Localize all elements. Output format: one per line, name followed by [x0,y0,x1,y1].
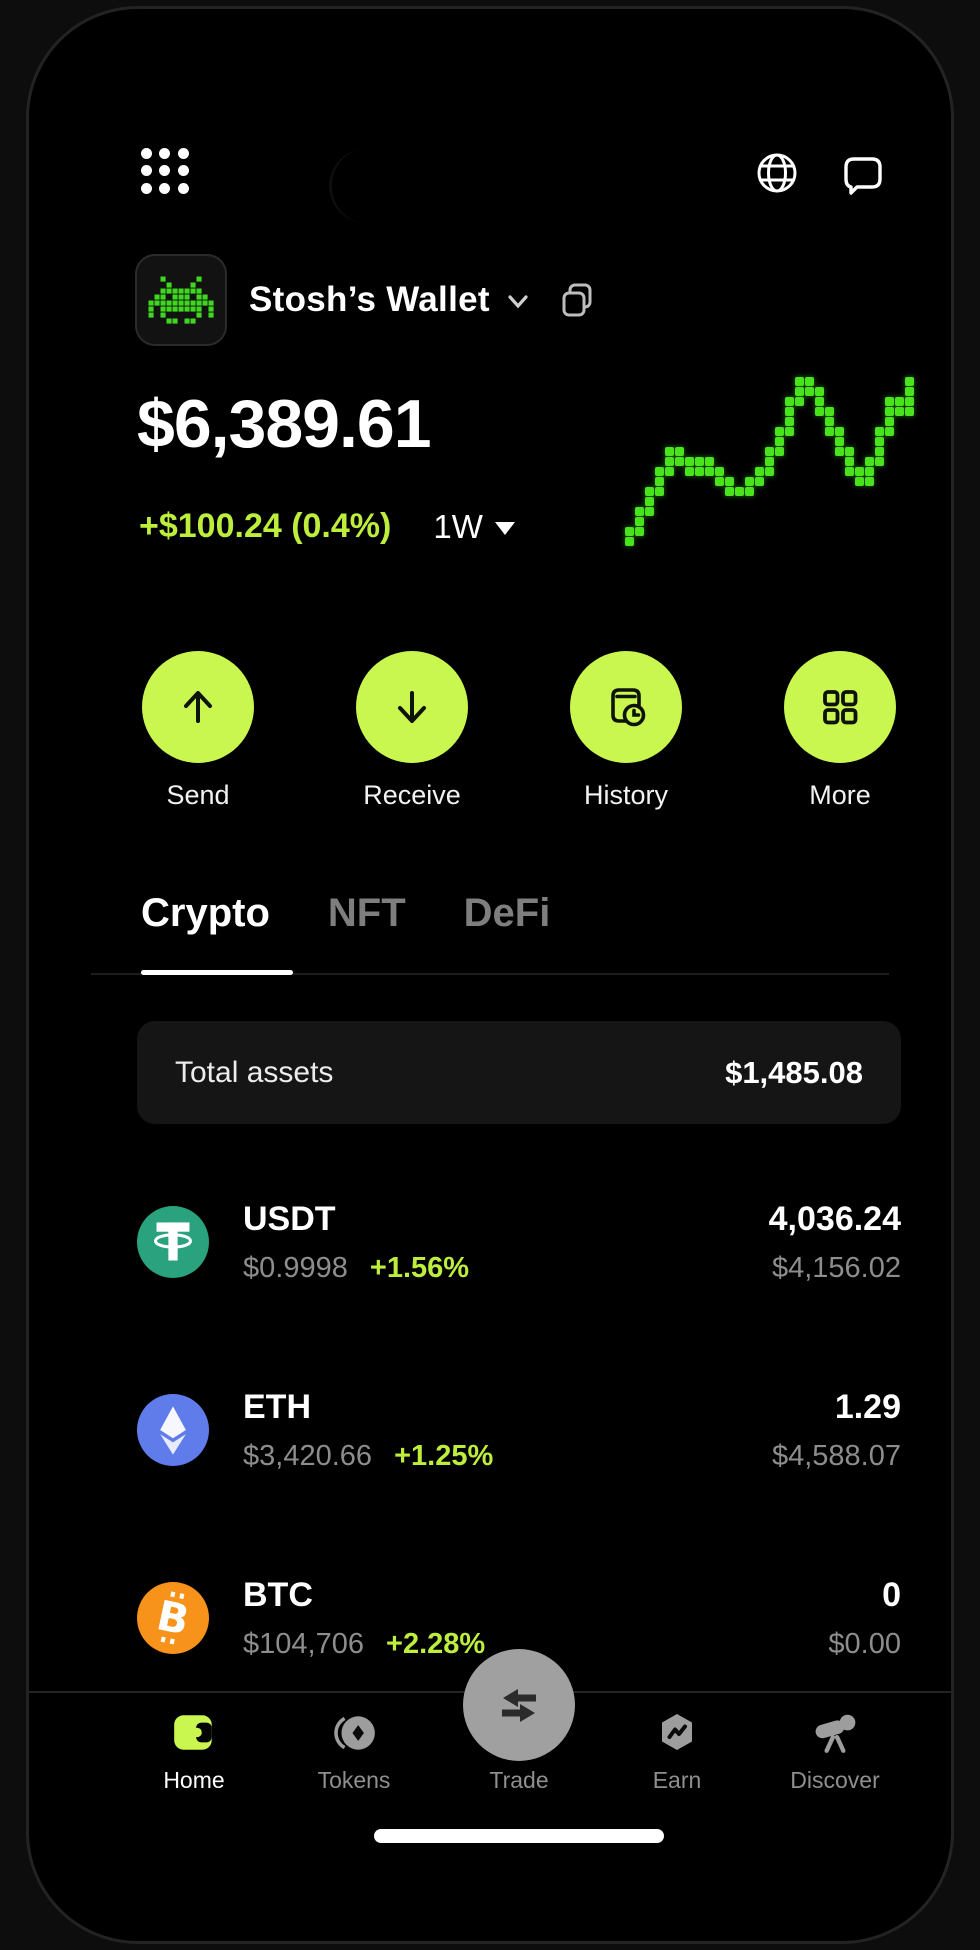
nav-earn[interactable]: Earn [607,1707,747,1794]
token-change: +1.25% [394,1439,494,1472]
tab-defi[interactable]: DeFi [463,891,551,935]
history-button[interactable]: History [561,651,691,811]
nav-home-label: Home [163,1767,225,1793]
total-assets-label: Total assets [175,1055,334,1089]
token-amount: 0 [882,1575,901,1614]
coin-tokens-icon [284,1707,424,1759]
chevron-down-icon [506,292,530,315]
token-amount: 1.29 [834,1387,901,1426]
active-tab-underline [141,970,293,975]
menu-grid-button[interactable] [137,145,193,197]
nav-trade[interactable]: Trade [449,1707,589,1794]
token-row-eth[interactable]: ETH $3,420.66 +1.25% 1.29 $4,588.07 [137,1355,901,1505]
wallet-selector[interactable]: Stosh’s Wallet [135,253,598,347]
camera-cutout [329,149,403,223]
usdt-icon [137,1206,209,1278]
send-label: Send [166,780,230,810]
nav-discover[interactable]: Discover [765,1707,905,1794]
token-change: +2.28% [386,1627,486,1660]
earn-hexagon-icon [607,1707,747,1759]
receive-label: Receive [363,780,461,810]
nav-discover-label: Discover [790,1767,880,1793]
token-amount: 4,036.24 [768,1199,901,1238]
token-price: $104,706 [243,1627,364,1660]
receive-button[interactable]: Receive [347,651,477,811]
space-invader-icon [148,276,214,324]
token-symbol: BTC [243,1575,313,1614]
total-assets-value: $1,485.08 [725,1054,863,1090]
trade-button[interactable] [463,1649,575,1761]
caret-down-icon[interactable] [494,522,515,535]
token-fiat-value: $0.00 [828,1627,901,1660]
telescope-discover-icon [765,1707,905,1759]
app-screen: Stosh’s Wallet $6,389.61 +$100.24 (0.4%)… [29,9,951,1941]
chat-bubble-icon[interactable] [841,153,885,202]
grid-more-icon [784,651,896,763]
token-fiat-value: $4,156.02 [771,1251,901,1284]
token-row-usdt[interactable]: USDT $0.9998 +1.56% 4,036.24 $4,156.02 [137,1167,901,1317]
eth-icon [137,1394,209,1466]
token-price: $3,420.66 [243,1439,373,1472]
nav-tokens[interactable]: Tokens [284,1707,424,1794]
token-price: $0.9998 [243,1251,348,1284]
home-indicator[interactable] [374,1829,664,1843]
total-assets-card: Total assets $1,485.08 [137,1021,901,1124]
phone-frame: Stosh’s Wallet $6,389.61 +$100.24 (0.4%)… [26,6,954,1944]
arrow-up-icon [142,651,254,763]
balance-change: +$100.24 (0.4%) [139,507,392,545]
nav-earn-label: Earn [652,1767,702,1793]
swap-arrows-icon [502,1689,536,1722]
tab-divider [91,973,889,975]
total-balance: $6,389.61 [137,386,432,462]
nav-tokens-label: Tokens [317,1767,391,1793]
tab-crypto[interactable]: Crypto [141,891,270,935]
token-symbol: ETH [243,1387,311,1426]
globe-icon[interactable] [753,149,801,202]
nav-home[interactable]: Home [124,1707,264,1794]
arrow-down-icon [356,651,468,763]
token-symbol: USDT [243,1199,336,1238]
token-fiat-value: $4,588.07 [771,1439,901,1472]
wallet-home-icon [124,1707,264,1759]
pixel-sparkline [625,377,917,549]
copy-icon[interactable] [558,280,598,325]
token-row-btc[interactable]: B BTC $104,706 +2.28% 0 $0.00 [137,1543,901,1693]
history-label: History [583,780,668,810]
tab-nft[interactable]: NFT [327,891,406,935]
nav-trade-label: Trade [489,1767,549,1793]
wallet-name: Stosh’s Wallet [249,280,490,319]
more-label: More [809,780,871,810]
wallet-avatar [135,254,227,346]
token-change: +1.56% [369,1251,470,1284]
send-button[interactable]: Send [133,651,263,811]
btc-icon: B [137,1582,209,1654]
more-button[interactable]: More [775,651,905,811]
history-icon [570,651,682,763]
period-selector[interactable]: 1W [433,507,483,545]
